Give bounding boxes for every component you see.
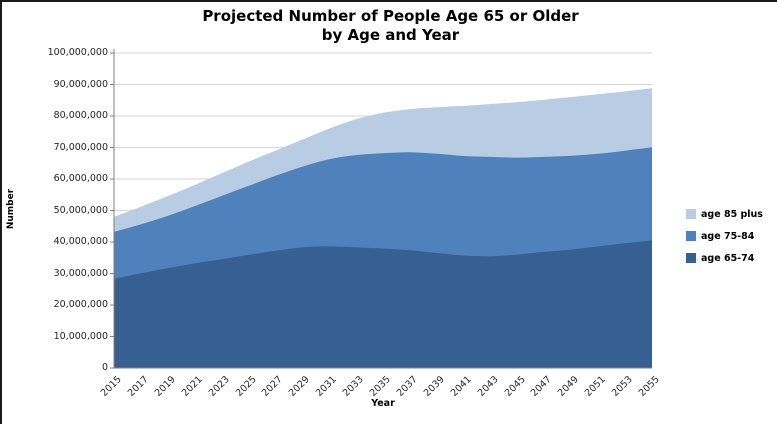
y-tick-label: 70,000,000 — [53, 141, 108, 153]
y-tick-label: 100,000,000 — [47, 47, 108, 58]
y-tick-label: 0 — [101, 362, 108, 373]
legend-item: age 65-74 — [686, 247, 763, 269]
y-tick-label: 40,000,000 — [53, 236, 108, 247]
legend-label: age 65-74 — [701, 252, 755, 264]
legend-item: age 85 plus — [686, 203, 763, 225]
area-series-age-65-74 — [114, 240, 652, 368]
legend-item: age 75-84 — [686, 225, 763, 247]
legend-swatch-icon — [686, 253, 696, 263]
chart-title-line1: Projected Number of People Age 65 or Old… — [202, 7, 579, 25]
legend-swatch-icon — [686, 209, 696, 219]
y-axis-title: Number — [6, 188, 16, 230]
legend-label: age 75-84 — [701, 230, 755, 242]
x-axis-title: Year — [371, 398, 395, 409]
y-tick-label: 80,000,000 — [53, 110, 108, 121]
y-tick-label: 60,000,000 — [53, 173, 108, 184]
legend: age 85 plus age 75-84 age 65-74 — [686, 203, 763, 269]
y-tick-label: 50,000,000 — [53, 204, 108, 216]
y-tick-label: 10,000,000 — [53, 330, 108, 342]
legend-swatch-icon — [686, 231, 696, 241]
chart-title-line2: by Age and Year — [321, 26, 460, 44]
legend-label: age 85 plus — [701, 208, 763, 220]
y-tick-label: 90,000,000 — [53, 78, 108, 90]
y-tick-label: 20,000,000 — [53, 299, 108, 310]
chart-title: Projected Number of People Age 65 or Old… — [2, 7, 777, 45]
y-tick-label: 30,000,000 — [53, 267, 108, 279]
